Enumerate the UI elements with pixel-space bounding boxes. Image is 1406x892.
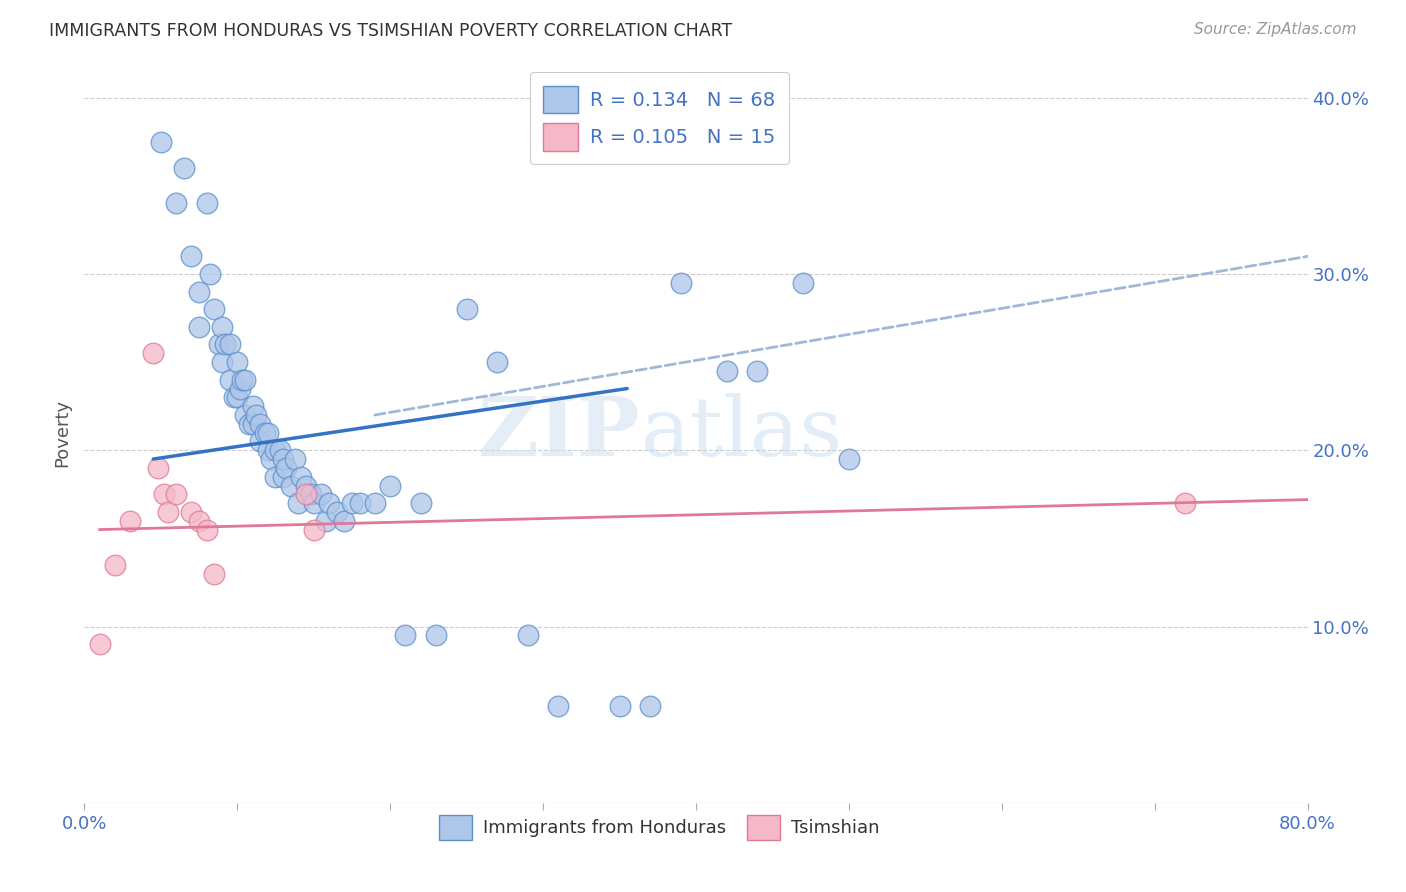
Point xyxy=(257,443,280,458)
Point xyxy=(669,276,692,290)
Point xyxy=(264,443,287,458)
Point xyxy=(257,425,280,440)
Point xyxy=(233,408,256,422)
Point xyxy=(716,364,738,378)
Point xyxy=(271,469,294,483)
Point xyxy=(149,135,172,149)
Point xyxy=(120,514,142,528)
Point xyxy=(280,478,302,492)
Point xyxy=(242,399,264,413)
Point xyxy=(242,417,264,431)
Point xyxy=(792,276,814,290)
Point xyxy=(238,417,260,431)
Point xyxy=(157,505,180,519)
Point xyxy=(425,628,447,642)
Point xyxy=(104,558,127,572)
Point xyxy=(302,496,325,510)
Point xyxy=(547,698,569,713)
Point xyxy=(208,337,231,351)
Point xyxy=(638,698,661,713)
Point xyxy=(315,514,337,528)
Point xyxy=(229,382,252,396)
Y-axis label: Poverty: Poverty xyxy=(53,399,72,467)
Point xyxy=(233,373,256,387)
Point xyxy=(202,566,225,581)
Point xyxy=(245,408,267,422)
Point xyxy=(325,505,347,519)
Point xyxy=(1174,496,1197,510)
Point xyxy=(195,196,218,211)
Point xyxy=(287,496,309,510)
Point xyxy=(349,496,371,510)
Point xyxy=(214,337,236,351)
Point xyxy=(290,469,312,483)
Point xyxy=(173,161,195,176)
Point xyxy=(188,285,211,299)
Point xyxy=(188,319,211,334)
Point xyxy=(249,434,271,449)
Point xyxy=(299,487,322,501)
Point xyxy=(198,267,221,281)
Text: Source: ZipAtlas.com: Source: ZipAtlas.com xyxy=(1194,22,1357,37)
Point xyxy=(260,452,283,467)
Point xyxy=(142,346,165,360)
Point xyxy=(394,628,416,642)
Point xyxy=(226,355,249,369)
Point xyxy=(311,487,333,501)
Point xyxy=(276,461,298,475)
Point xyxy=(364,496,387,510)
Point xyxy=(609,698,631,713)
Point xyxy=(249,417,271,431)
Point xyxy=(218,373,240,387)
Point xyxy=(224,390,246,404)
Point xyxy=(318,496,340,510)
Point xyxy=(211,355,233,369)
Point xyxy=(226,390,249,404)
Point xyxy=(271,452,294,467)
Point xyxy=(195,523,218,537)
Point xyxy=(409,496,432,510)
Point xyxy=(269,443,291,458)
Point xyxy=(264,469,287,483)
Point xyxy=(340,496,363,510)
Point xyxy=(486,355,509,369)
Point xyxy=(231,373,253,387)
Point xyxy=(295,487,318,501)
Point xyxy=(838,452,860,467)
Point xyxy=(333,514,356,528)
Point xyxy=(218,337,240,351)
Point xyxy=(180,249,202,263)
Legend: Immigrants from Honduras, Tsimshian: Immigrants from Honduras, Tsimshian xyxy=(430,805,889,849)
Point xyxy=(284,452,307,467)
Point xyxy=(295,478,318,492)
Point xyxy=(165,196,187,211)
Point xyxy=(211,319,233,334)
Point xyxy=(253,425,276,440)
Text: ZIP: ZIP xyxy=(478,392,641,473)
Point xyxy=(202,302,225,317)
Point xyxy=(188,514,211,528)
Point xyxy=(302,523,325,537)
Point xyxy=(456,302,478,317)
Point xyxy=(380,478,402,492)
Point xyxy=(153,487,176,501)
Point xyxy=(165,487,187,501)
Point xyxy=(89,637,111,651)
Point xyxy=(180,505,202,519)
Text: IMMIGRANTS FROM HONDURAS VS TSIMSHIAN POVERTY CORRELATION CHART: IMMIGRANTS FROM HONDURAS VS TSIMSHIAN PO… xyxy=(49,22,733,40)
Point xyxy=(146,461,169,475)
Text: atlas: atlas xyxy=(641,392,844,473)
Point xyxy=(516,628,538,642)
Point xyxy=(747,364,769,378)
